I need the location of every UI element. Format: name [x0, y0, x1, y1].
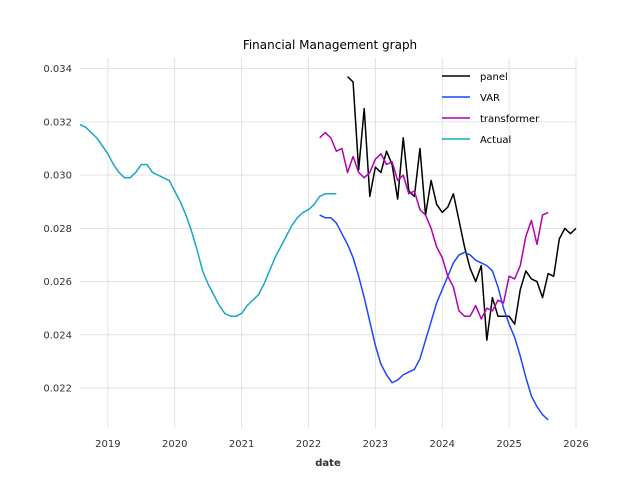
y-tick-label: 0.026 [43, 277, 72, 288]
series-line-panel [346, 76, 577, 341]
x-axis-label: date [315, 458, 341, 469]
legend-label-actual: Actual [480, 135, 511, 146]
y-tick-label: 0.032 [43, 117, 72, 128]
series-line-transformer [319, 131, 549, 320]
x-tick-label: 2019 [95, 439, 120, 450]
x-tick-label: 2025 [496, 439, 521, 450]
legend-label-panel: panel [480, 72, 508, 83]
y-tick-label: 0.024 [43, 330, 72, 341]
x-tick-label: 2020 [162, 439, 187, 450]
legend: panel VAR transformer Actual [442, 72, 540, 146]
x-tick-label: 2022 [296, 439, 321, 450]
legend-label-transformer: transformer [480, 114, 540, 125]
x-tick-label: 2026 [563, 439, 588, 450]
grid [80, 58, 577, 428]
series-layer [79, 76, 577, 421]
x-tick-label: 2021 [229, 439, 254, 450]
x-axis-ticks: 2019 2020 2021 2022 2023 2024 2025 2026 [95, 439, 589, 450]
y-tick-label: 0.034 [43, 64, 72, 75]
y-tick-label: 0.022 [43, 384, 72, 395]
x-tick-label: 2023 [363, 439, 388, 450]
series-line-actual [79, 123, 337, 317]
y-axis-ticks: 0.022 0.024 0.026 0.028 0.030 0.032 0.034 [43, 64, 72, 394]
legend-label-var: VAR [480, 93, 500, 104]
chart-title: Financial Management graph [243, 38, 417, 52]
y-tick-label: 0.028 [43, 224, 72, 235]
series-line-var [319, 214, 549, 421]
x-tick-label: 2024 [430, 439, 455, 450]
y-tick-label: 0.030 [43, 171, 72, 182]
